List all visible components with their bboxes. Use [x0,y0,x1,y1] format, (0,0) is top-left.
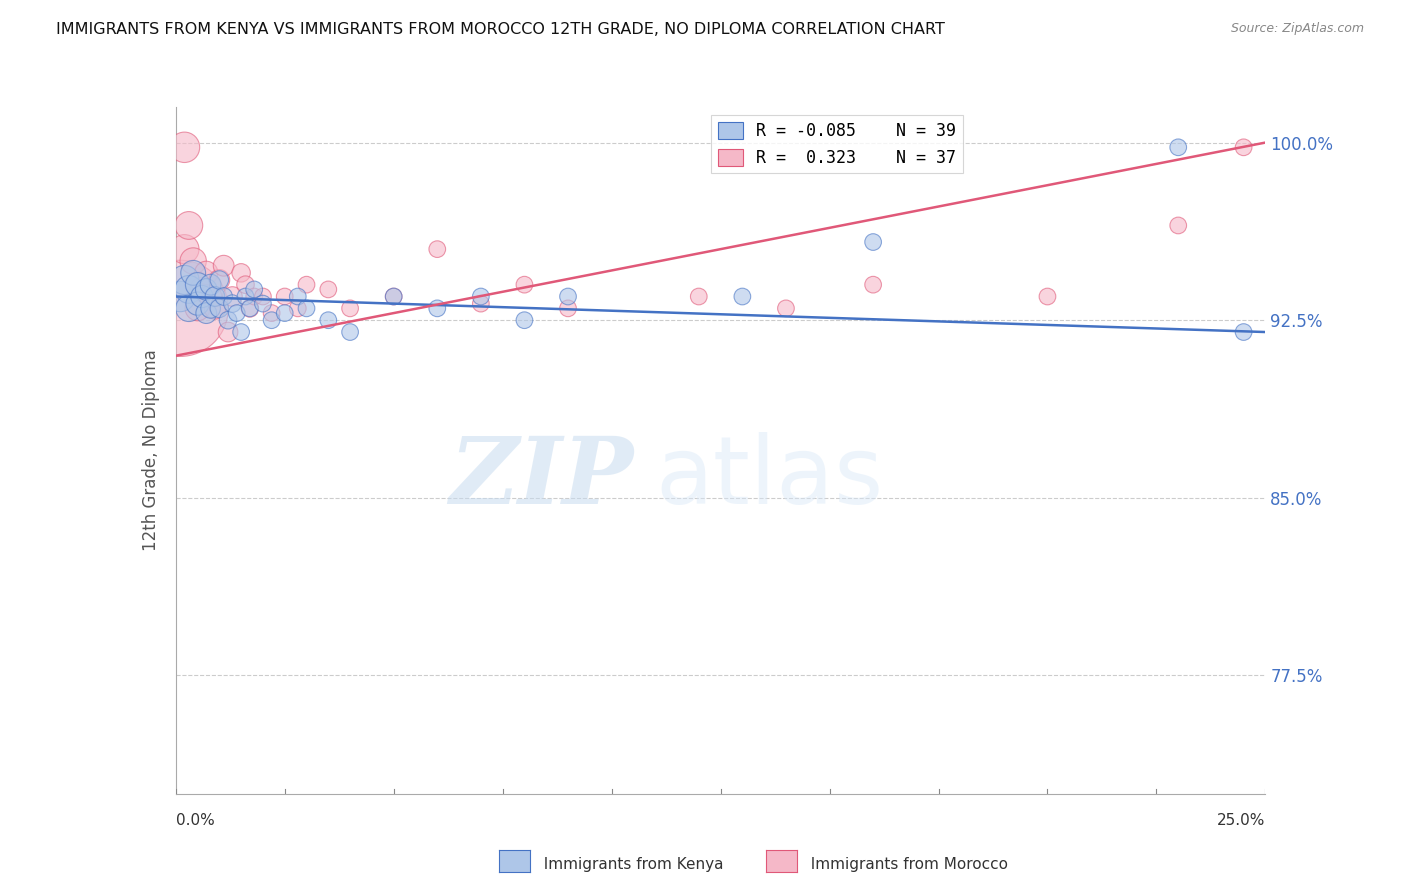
Point [235,277,257,292]
Point [339,301,361,316]
Text: Immigrants from Morocco: Immigrants from Morocco [801,857,1008,872]
Point [426,242,449,256]
Point [274,306,297,320]
Point [195,282,218,296]
Point [1167,140,1189,154]
Point [513,313,536,327]
Point [239,301,262,316]
Point [688,289,710,303]
Point [260,313,283,327]
Point [252,289,274,303]
Point [382,289,405,303]
Point [231,266,253,280]
Text: 25.0%: 25.0% [1218,813,1265,828]
Point [177,301,200,316]
Point [204,289,226,303]
Point [186,301,209,316]
Point [274,289,297,303]
Point [1036,289,1059,303]
Point [287,289,309,303]
Point [426,301,449,316]
Point [1232,140,1256,154]
Text: IMMIGRANTS FROM KENYA VS IMMIGRANTS FROM MOROCCO 12TH GRADE, NO DIPLOMA CORRELAT: IMMIGRANTS FROM KENYA VS IMMIGRANTS FROM… [56,22,945,37]
Point [862,277,884,292]
Point [217,325,239,339]
Point [1232,325,1256,339]
Point [470,296,492,310]
Point [225,306,247,320]
Point [243,282,266,296]
Point [1167,219,1189,233]
Point [186,296,209,310]
Point [318,282,340,296]
Text: atlas: atlas [655,432,883,524]
Point [295,277,318,292]
Point [295,301,318,316]
Point [252,296,274,310]
Point [204,301,226,316]
Point [212,259,235,273]
Point [200,289,222,303]
Point [557,301,579,316]
Point [470,289,492,303]
Point [217,313,239,327]
Point [169,301,191,316]
Text: 0.0%: 0.0% [176,813,215,828]
Y-axis label: 12th Grade, No Diploma: 12th Grade, No Diploma [142,350,160,551]
Point [318,313,340,327]
Point [177,219,200,233]
Text: Immigrants from Kenya: Immigrants from Kenya [534,857,724,872]
Point [173,242,195,256]
Point [191,282,214,296]
Point [243,289,266,303]
Point [239,301,262,316]
Point [200,301,222,316]
Legend: R = -0.085    N = 39, R =  0.323    N = 37: R = -0.085 N = 39, R = 0.323 N = 37 [711,115,963,173]
Point [186,277,209,292]
Point [173,140,195,154]
Point [513,277,536,292]
Point [235,289,257,303]
Point [191,289,214,303]
Point [208,273,231,287]
Point [181,254,204,268]
Point [287,301,309,316]
Point [208,301,231,316]
Point [195,306,218,320]
Point [200,277,222,292]
Point [173,273,195,287]
Point [221,296,243,310]
Point [231,325,253,339]
Text: ZIP: ZIP [449,433,633,523]
Point [221,289,243,303]
Point [195,266,218,280]
Point [557,289,579,303]
Point [731,289,754,303]
Point [181,266,204,280]
Point [208,273,231,287]
Point [339,325,361,339]
Point [382,289,405,303]
Point [775,301,797,316]
Point [186,277,209,292]
Point [260,306,283,320]
Point [169,289,191,303]
Text: Source: ZipAtlas.com: Source: ZipAtlas.com [1230,22,1364,36]
Point [212,289,235,303]
Point [862,235,884,249]
Point [177,282,200,296]
